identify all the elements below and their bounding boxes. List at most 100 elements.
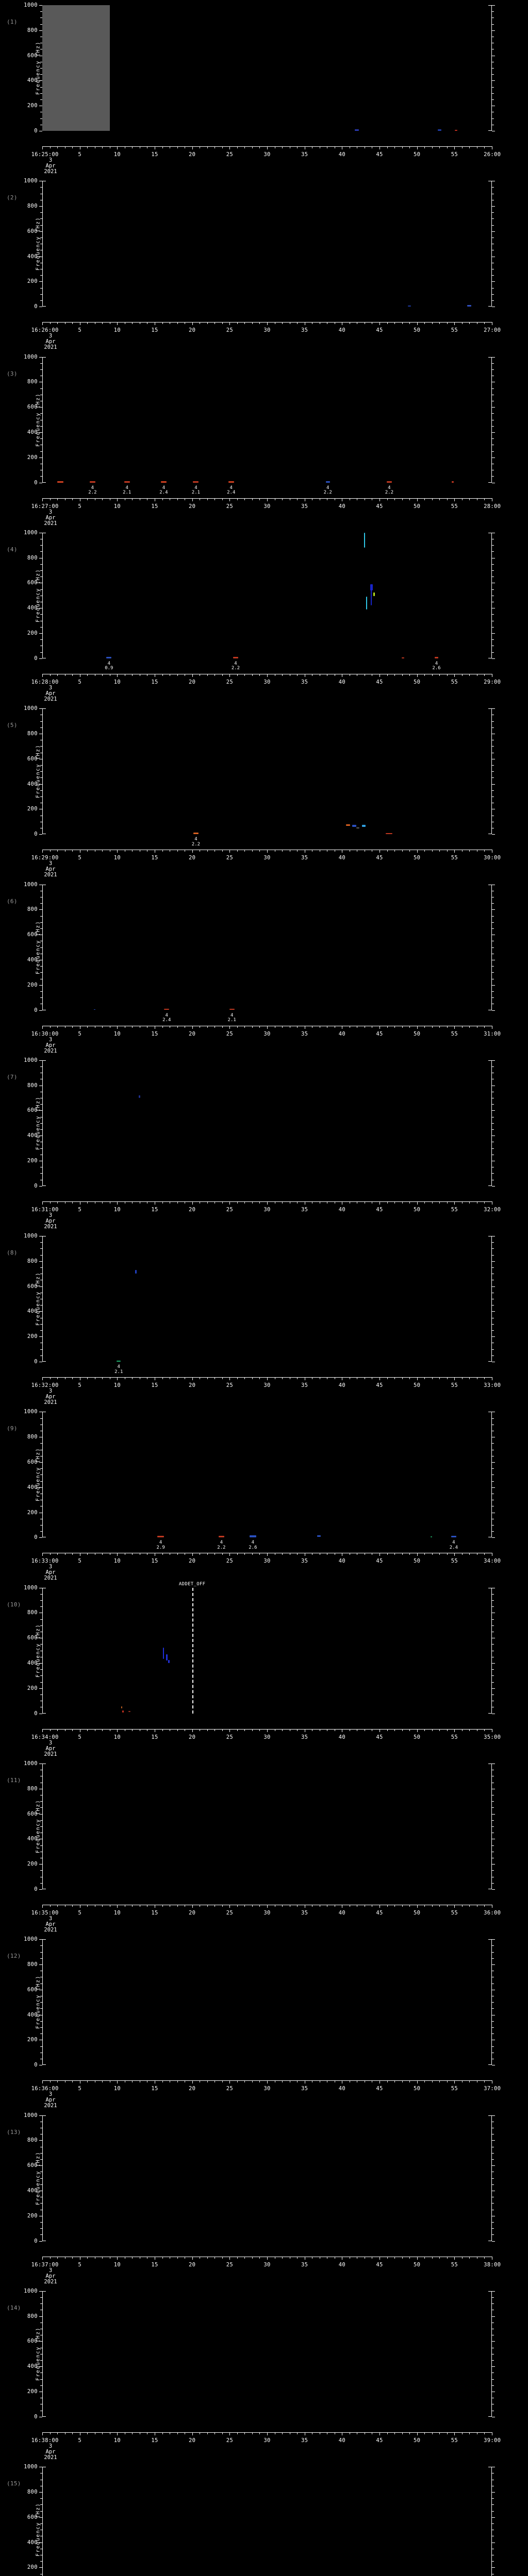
spectral-energy-blob [356, 827, 359, 829]
x-axis-minor-tick [237, 1201, 238, 1204]
x-axis-minor-tick [57, 2256, 58, 2259]
x-axis-tick-label: 15 [151, 327, 158, 334]
x-axis-major-tick [417, 1728, 418, 1732]
x-axis-major-tick [417, 673, 418, 677]
y-axis-major-tick [39, 1688, 42, 1689]
spectrogram-panel: (3) Frequency (Hz) 0 200 400 600 800 1000 4 2.2 4 2… [0, 352, 528, 528]
x-axis-tick-label: 5 [78, 1734, 81, 1740]
y-axis-left-spine [42, 1236, 43, 1362]
y-axis-minor-tick [40, 589, 42, 590]
x-axis-tick-label: 50 [414, 503, 421, 510]
panel-number: (13) [7, 2128, 21, 2136]
y-axis-tick-label: 1000 [24, 1584, 38, 1591]
x-axis-minor-tick [409, 1553, 410, 1555]
y-axis-minor-tick [40, 966, 42, 967]
x-axis-minor-tick [282, 322, 283, 325]
x-axis-minor-tick [244, 1553, 245, 1555]
x-axis-tick-label: 50 [414, 1382, 421, 1389]
x-axis-minor-tick [402, 673, 403, 676]
y-axis-minor-tick [40, 369, 42, 370]
x-axis-minor-tick [461, 673, 463, 676]
x-axis-major-tick [192, 1553, 193, 1556]
x-axis-tick-label: 20 [189, 679, 196, 685]
y-axis-major-tick [39, 834, 42, 835]
x-axis-tick-label: 10 [113, 1206, 121, 1213]
pick-marker: 4 2.1 [123, 485, 131, 496]
pick-phase: 4 [107, 660, 111, 666]
date-line: 2021 [44, 344, 57, 351]
spectrogram-panel: (13) Frequency (Hz) 0 200 400 600 800 1000 16:37… [0, 2110, 528, 2286]
x-axis-tick-label: 50 [414, 679, 421, 685]
x-axis-start-time-label: 16:26:00 [31, 327, 59, 334]
x-axis-minor-tick [402, 1728, 403, 1731]
x-axis-minor-tick [252, 1201, 253, 1204]
x-axis-minor-tick [237, 498, 238, 500]
x-axis-tick-label: 50 [414, 2261, 421, 2268]
spectral-energy-blob [373, 592, 375, 597]
y-axis-minor-tick [492, 639, 494, 640]
x-axis-tick-label: 25 [226, 1910, 233, 1916]
y-axis-minor-tick [40, 1255, 42, 1256]
x-axis-date-label: 3 Apr 2021 [35, 1388, 66, 1405]
x-axis-minor-tick [387, 2432, 388, 2434]
x-axis-start-time-label: 16:25:00 [31, 151, 59, 158]
spectral-energy-blob [193, 833, 199, 835]
y-axis-minor-tick [40, 1248, 42, 1249]
x-axis-end-time-label: 38:00 [484, 2261, 501, 2268]
y-axis-minor-tick [492, 2303, 494, 2304]
x-axis-tick-label: 55 [451, 327, 458, 334]
spectral-energy-blob [160, 481, 167, 483]
y-axis-major-tick [492, 2241, 495, 2242]
date-line: 2021 [44, 2278, 57, 2285]
x-axis-minor-tick [424, 2256, 425, 2259]
x-axis-line [42, 2080, 492, 2084]
y-axis-minor-tick [492, 2297, 494, 2298]
y-axis-minor-tick [492, 1619, 494, 1620]
y-axis-minor-tick [492, 1129, 494, 1130]
spectrogram-image [42, 885, 492, 1010]
pick-magnitude: 2.4 [159, 490, 168, 496]
y-axis-minor-tick [40, 765, 42, 766]
y-axis-minor-tick [40, 1807, 42, 1808]
x-axis-minor-tick [72, 1905, 73, 1907]
x-axis-minor-tick [72, 2256, 73, 2259]
x-axis-minor-tick [461, 1553, 463, 1555]
y-axis-minor-tick [40, 991, 42, 992]
x-axis-minor-tick [409, 1905, 410, 1907]
pick-phase: 4 [229, 485, 233, 490]
date-line: 3 [48, 1036, 53, 1043]
y-axis-tick-label: 0 [34, 1182, 38, 1189]
y-axis-tick-label: 400 [27, 605, 38, 612]
x-axis-minor-tick [214, 1201, 216, 1204]
x-axis-minor-tick [447, 146, 448, 148]
y-axis-minor-tick [492, 1682, 494, 1683]
event-marker-line [192, 1587, 193, 1714]
y-axis-minor-tick [40, 614, 42, 615]
y-axis-tick-label: 600 [27, 1986, 38, 1993]
y-axis-tick-label: 0 [34, 1534, 38, 1541]
x-axis-minor-tick [132, 498, 133, 500]
x-axis-tick-label: 15 [151, 2086, 158, 2092]
x-axis-date-label: 3 Apr 2021 [35, 333, 66, 350]
x-axis-end-time-label: 36:00 [484, 1910, 501, 1916]
x-axis-minor-tick [252, 322, 253, 325]
x-axis-minor-tick [132, 673, 133, 676]
x-axis-minor-tick [177, 1377, 178, 1380]
y-axis-minor-tick [492, 2385, 494, 2386]
y-axis-major-tick [39, 708, 42, 709]
x-axis-minor-tick [297, 2432, 298, 2434]
x-axis-minor-tick [132, 850, 133, 852]
x-axis-tick-label: 30 [263, 151, 271, 158]
x-axis-major-tick [454, 498, 455, 501]
x-axis-tick-label: 10 [113, 2261, 121, 2268]
y-axis-minor-tick [492, 1807, 494, 1808]
x-axis-tick-label: 55 [451, 1030, 458, 1037]
y-axis-major-tick [39, 1286, 42, 1287]
x-axis-major-tick [454, 2432, 455, 2435]
x-axis-tick-label: 15 [151, 1382, 158, 1389]
pick-magnitude: 2.6 [249, 1545, 257, 1550]
x-axis-minor-tick [252, 498, 253, 500]
y-axis-tick-label: 800 [27, 379, 38, 385]
x-axis-date-label: 3 Apr 2021 [35, 2092, 66, 2109]
